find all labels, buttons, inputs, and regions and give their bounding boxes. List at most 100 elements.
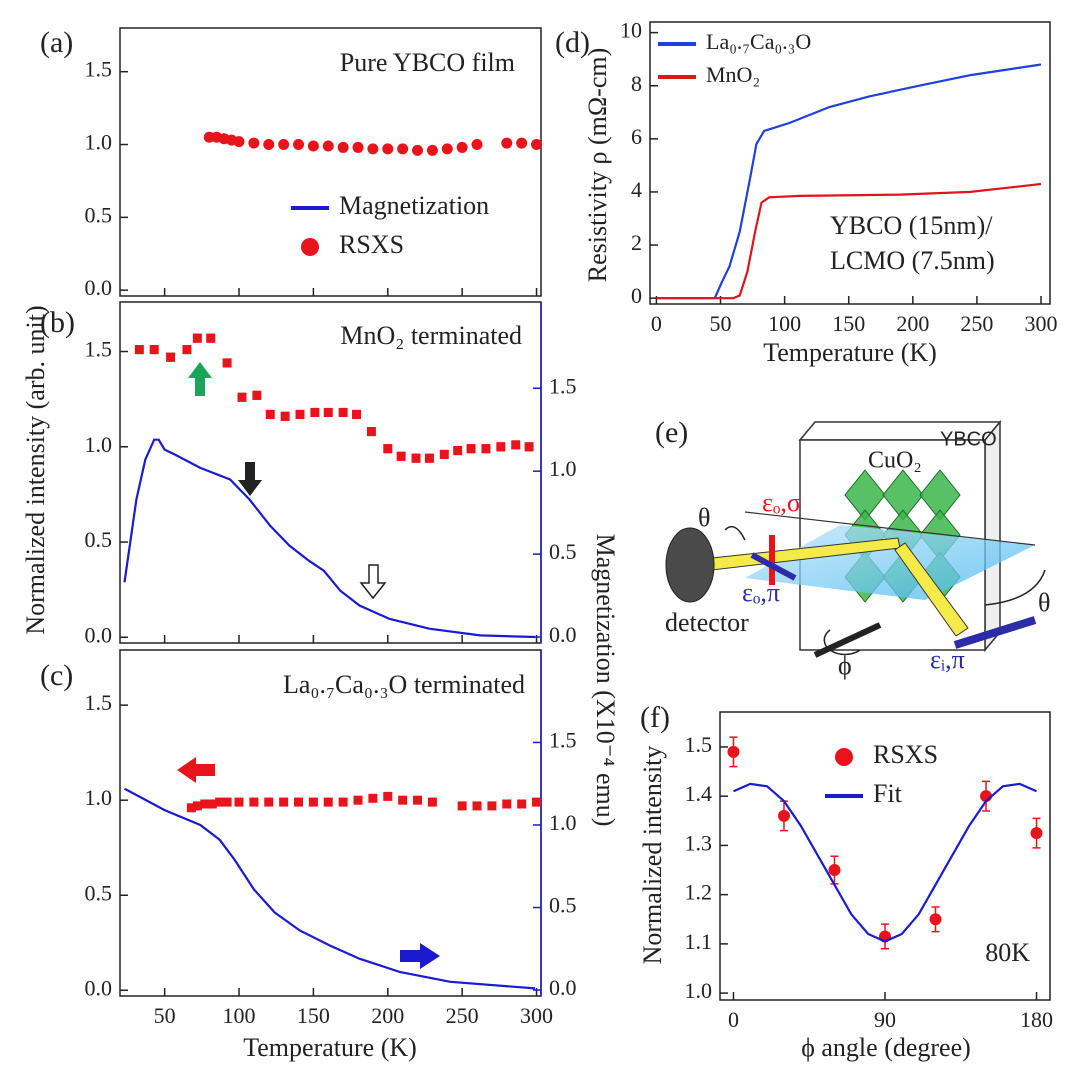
x-tick-label: 200: [896, 311, 929, 336]
data-point: [828, 864, 841, 877]
annotation: LCMO (7.5nm): [830, 246, 995, 275]
data-point: [234, 797, 244, 807]
data-point: [487, 801, 497, 811]
data-point: [524, 442, 534, 452]
data-point: [215, 797, 225, 807]
diagram-label: θ: [698, 503, 710, 532]
slab-side: [984, 419, 1001, 653]
x-tick-label: 100: [768, 311, 801, 336]
plot-frame: [119, 27, 542, 297]
panel-title: Pure YBCO film: [340, 48, 515, 77]
data-point: [237, 392, 247, 402]
data-point: [337, 141, 349, 153]
data-point: [532, 797, 542, 807]
data-point: [397, 143, 409, 155]
data-point: [338, 797, 348, 807]
y-tick-label: 0.5: [85, 527, 113, 552]
data-point: [453, 446, 463, 456]
data-point: [471, 139, 483, 151]
y-tick-label: 1.0: [85, 432, 113, 457]
annotation: 80K: [985, 938, 1030, 967]
panel-title: MnO₂ terminated: [340, 321, 522, 350]
data-point: [472, 801, 482, 811]
x-tick-label: 300: [1025, 311, 1058, 336]
legend-label: Fit: [873, 779, 903, 808]
x-tick-label: 50: [154, 1003, 176, 1028]
data-point: [166, 352, 176, 362]
data-point: [352, 141, 364, 153]
y2-axis-label: Magnetization (X10⁻⁴ emu): [591, 534, 620, 827]
legend-label: Magnetization: [339, 191, 489, 220]
data-point: [293, 139, 305, 151]
x-tick-label: 200: [371, 1003, 404, 1028]
y-axis-label: Normalized intensity: [638, 746, 667, 965]
y-tick-label: 0.0: [85, 275, 113, 300]
black-arrow: [238, 462, 262, 496]
legend-swatch: [835, 748, 853, 766]
x-tick-label: 0: [651, 311, 662, 336]
data-point: [456, 141, 468, 153]
x-tick-label: 150: [297, 1003, 330, 1028]
diagram-label: ϕ: [838, 651, 852, 680]
data-point: [501, 137, 513, 149]
y-tick-label: 1.0: [685, 978, 713, 1003]
data-point: [264, 797, 274, 807]
rotation-axis: [813, 622, 882, 658]
angle-arc: [984, 569, 1046, 606]
data-line: [123, 438, 536, 639]
data-line: [656, 182, 1042, 300]
data-point: [398, 795, 408, 805]
x-tick-label: 300: [520, 1003, 553, 1028]
data-point: [192, 801, 202, 811]
data-point: [295, 409, 305, 419]
y-tick-label: 0: [631, 283, 642, 308]
y-tick-label: 10: [620, 18, 642, 43]
data-point: [382, 143, 394, 155]
x-axis-label: Temperature (K): [243, 1033, 417, 1062]
plot-frame: [649, 21, 1051, 305]
y-tick-label: 1.5: [685, 732, 713, 757]
y-tick-label: 1.5: [85, 690, 113, 715]
data-point: [182, 345, 192, 355]
data-point: [368, 793, 378, 803]
data-point: [457, 801, 467, 811]
data-point: [186, 803, 196, 813]
y2-tick-label: 0.5: [549, 893, 577, 918]
y-tick-label: 1.5: [85, 57, 113, 82]
y-tick-label: 1.0: [85, 785, 113, 810]
x-tick-label: 150: [832, 311, 865, 336]
y-tick-label: 1.2: [685, 880, 713, 905]
y2-tick-label: 0.5: [549, 539, 577, 564]
panel-label: (e): [655, 416, 688, 449]
data-point: [248, 137, 260, 149]
scattering-plane: [745, 525, 1035, 600]
diagram-label: CuO₂: [868, 448, 922, 474]
y-tick-label: 1.5: [85, 337, 113, 362]
y-tick-label: 0.5: [85, 202, 113, 227]
y2-tick-label: 1.0: [549, 810, 577, 835]
red-arrow: [177, 757, 215, 783]
data-point: [278, 139, 290, 151]
y-tick-label: 1.0: [85, 130, 113, 155]
data-point: [252, 390, 262, 400]
annotation: YBCO (15nm)/: [830, 211, 993, 240]
data-point: [481, 444, 491, 454]
x-tick-label: 180: [1020, 1007, 1053, 1032]
panel-label: (a): [40, 26, 73, 59]
data-point: [383, 791, 393, 801]
diagram-label: εᵢ,π: [930, 645, 965, 674]
data-point: [531, 139, 543, 151]
data-point: [206, 333, 216, 343]
incident-beam: [894, 542, 969, 637]
x-tick-label: 100: [223, 1003, 256, 1028]
arrows: [177, 362, 440, 969]
data-point: [338, 407, 348, 417]
x-tick-label: 250: [960, 311, 993, 336]
data-point: [308, 797, 318, 807]
data-point: [322, 140, 334, 152]
legend-label: RSXS: [873, 740, 938, 769]
y2-tick-label: 1.0: [549, 456, 577, 481]
angle-arc: [724, 525, 746, 541]
y2-tick-label: 1.5: [549, 373, 577, 398]
